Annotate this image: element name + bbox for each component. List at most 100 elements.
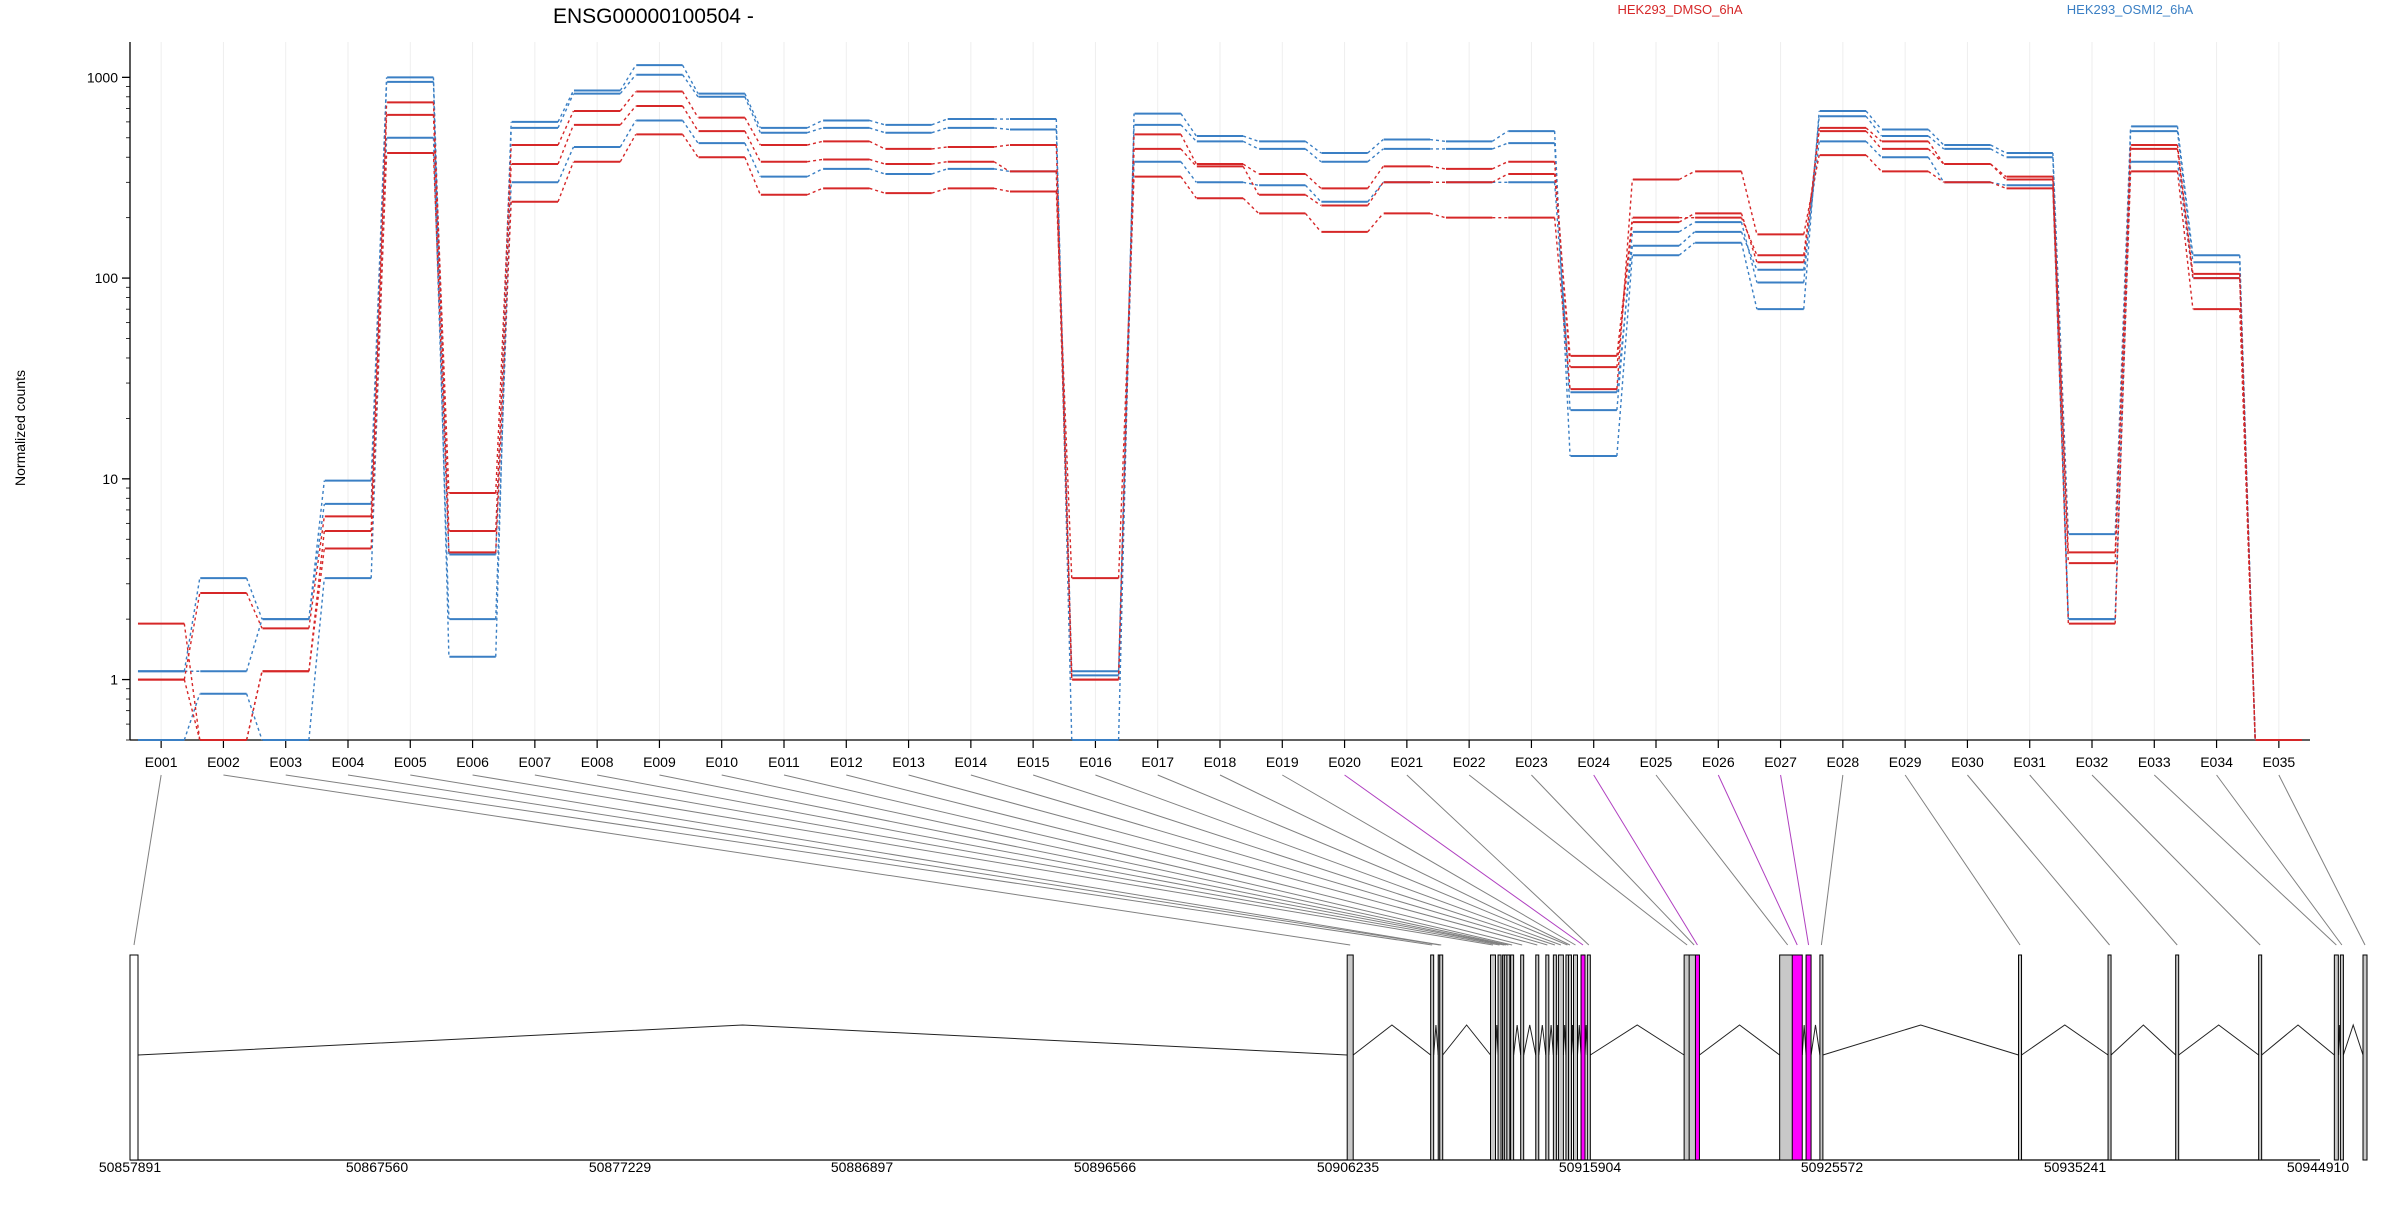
intron-line xyxy=(1699,1024,1780,1056)
gene-model: 50857891 50867560 50877229 50886897 50896566… xyxy=(99,954,2368,1175)
x-tick-label-E009: E009 xyxy=(643,754,676,770)
transition-line xyxy=(1616,245,1634,393)
transition-line xyxy=(1865,130,1883,150)
connector-E035 xyxy=(2278,774,2366,946)
exon-box-E024 xyxy=(1694,954,1700,1161)
exon-box-E019 xyxy=(1572,954,1578,1161)
x-tick-label-E007: E007 xyxy=(519,754,552,770)
transition-line xyxy=(1180,124,1197,142)
transition-line xyxy=(1678,231,1696,247)
exon-box-E034 xyxy=(2339,954,2344,1161)
connector-E007 xyxy=(534,774,1500,946)
x-tick-label-E004: E004 xyxy=(332,754,365,770)
transition-line xyxy=(1242,163,1259,175)
connector-E023 xyxy=(1531,774,1695,946)
transition-line xyxy=(1304,184,1322,203)
transition-line xyxy=(1740,221,1758,283)
exon-box-E014 xyxy=(1545,954,1550,1161)
transition-line xyxy=(1616,231,1634,411)
intron-line xyxy=(1523,1024,1537,1056)
intron-line xyxy=(1822,1024,2019,1056)
transition-line xyxy=(1678,242,1696,256)
legend-entry-hek293-osmi2-6ha: HEK293_OSMI2_6hA xyxy=(2067,2,2194,17)
transition-line xyxy=(1491,173,1509,183)
series-hek293-dmso-6ha-2 xyxy=(137,90,2303,741)
y-tick-label-10: 10 xyxy=(102,471,118,487)
intron-line xyxy=(1433,1024,1439,1056)
transition-line xyxy=(993,168,1010,173)
transition-line xyxy=(1927,140,1945,165)
exon-box-E010 xyxy=(1506,954,1511,1161)
transition-line xyxy=(557,93,575,129)
connector-E006 xyxy=(472,774,1494,946)
intron-line xyxy=(1538,1024,1547,1056)
intron-line xyxy=(2261,1024,2335,1056)
connector-E016 xyxy=(1095,774,1562,946)
x-tick-label-E006: E006 xyxy=(456,754,489,770)
connector-E020 xyxy=(1344,774,1584,946)
transition-line xyxy=(557,110,575,146)
genome-coordinate-label: 50867560 xyxy=(346,1159,409,1175)
intron-line xyxy=(1801,1024,1807,1056)
transition-line xyxy=(1865,110,1883,130)
y-tick-label-1: 1 xyxy=(110,672,118,688)
transition-line xyxy=(183,623,201,741)
x-tick-label-E024: E024 xyxy=(1577,754,1610,770)
connector-E013 xyxy=(908,774,1538,946)
transition-line xyxy=(1243,181,1259,186)
transition-line xyxy=(931,187,948,194)
transition-line xyxy=(744,117,761,146)
transition-line xyxy=(245,577,263,620)
transition-line xyxy=(2176,126,2194,256)
exon-box-E012 xyxy=(1520,954,1525,1161)
transition-line xyxy=(2114,126,2132,535)
x-tick-label-E017: E017 xyxy=(1141,754,1174,770)
x-tick-label-E028: E028 xyxy=(1827,754,1860,770)
transition-line xyxy=(308,503,326,620)
transition-line xyxy=(1492,142,1509,150)
exon-box-E028 xyxy=(1819,954,1824,1161)
transition-line xyxy=(1678,212,1695,223)
transition-line xyxy=(557,146,575,183)
transition-line xyxy=(2239,278,2256,741)
transition-line xyxy=(2176,171,2194,310)
transition-line xyxy=(1117,176,1135,579)
transition-line xyxy=(869,119,886,126)
connector-E010 xyxy=(721,774,1509,946)
transition-line xyxy=(1865,140,1882,158)
transition-line xyxy=(1242,166,1260,196)
transition-line xyxy=(495,163,512,531)
transition-line xyxy=(869,168,886,175)
transition-line xyxy=(1180,176,1197,199)
transition-line xyxy=(308,516,326,629)
exon-box-E002 xyxy=(1346,954,1354,1161)
transition-line xyxy=(744,130,761,163)
connector-E009 xyxy=(659,774,1506,946)
transition-line xyxy=(1803,127,1820,263)
legend-entry-hek293-dmso-6ha: HEK293_DMSO_6hA xyxy=(1617,2,1742,17)
genome-coordinate-label: 50906235 xyxy=(1317,1159,1380,1175)
genome-coordinate-label: 50857891 xyxy=(99,1159,162,1175)
transition-line xyxy=(2052,176,2070,553)
intron-line xyxy=(2178,1024,2259,1056)
genome-coordinate-label: 50925572 xyxy=(1801,1159,1864,1175)
transition-line xyxy=(557,124,575,165)
intron-line xyxy=(2110,1024,2177,1056)
exon-box-E005 xyxy=(1439,954,1444,1161)
transition-line xyxy=(495,182,512,620)
transition-line xyxy=(2114,161,2132,620)
exon-box-E007 xyxy=(1497,954,1502,1161)
transition-line xyxy=(1305,148,1322,163)
transition-line xyxy=(1990,144,2007,154)
x-tick-label-E020: E020 xyxy=(1328,754,1361,770)
transition-line xyxy=(495,201,512,553)
transition-line xyxy=(1055,145,1073,680)
transition-line xyxy=(1990,163,2007,180)
transition-line xyxy=(1803,154,1820,235)
x-tick-label-E035: E035 xyxy=(2263,754,2296,770)
transition-line xyxy=(1180,113,1197,137)
x-tick-label-E014: E014 xyxy=(955,754,988,770)
connector-E019 xyxy=(1282,774,1576,946)
transition-line xyxy=(183,578,201,672)
transition-line xyxy=(183,679,201,741)
